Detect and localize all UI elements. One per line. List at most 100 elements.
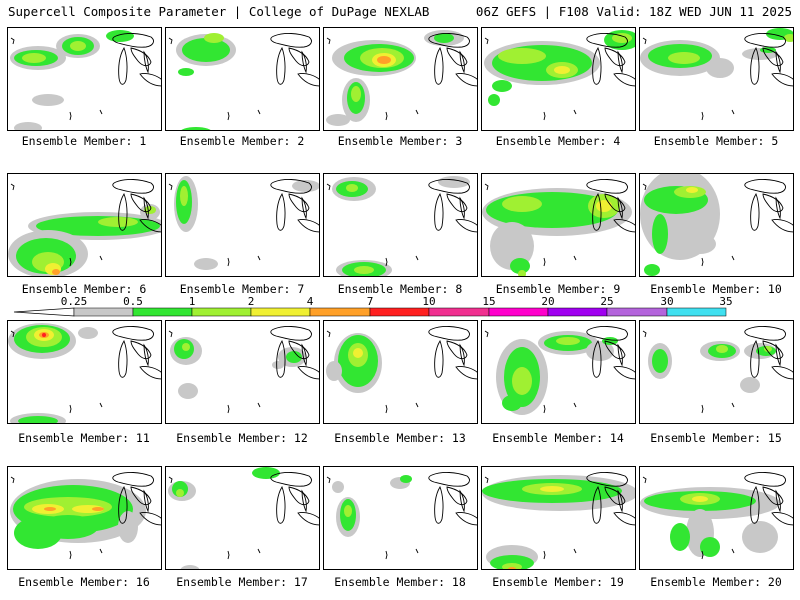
scp-field-map xyxy=(642,326,793,414)
colorbar-tick-label: 0.5 xyxy=(123,295,143,308)
great-lakes-outline xyxy=(139,219,161,233)
lake-outline-small xyxy=(385,111,388,121)
great-lakes-outline xyxy=(428,33,470,48)
lake-outline-small xyxy=(543,111,546,121)
scp-shading xyxy=(78,327,98,339)
great-lakes-outline xyxy=(455,512,477,526)
scp-shading xyxy=(602,337,618,345)
great-lakes-outline xyxy=(586,472,628,487)
lake-outline-small xyxy=(731,109,735,115)
scp-shading xyxy=(596,200,612,212)
great-lakes-outline xyxy=(139,366,161,380)
great-lakes-outline xyxy=(143,50,149,74)
lake-outline-small xyxy=(227,550,230,560)
great-lakes-outline xyxy=(586,33,628,48)
member-label: Ensemble Member: 9 xyxy=(495,282,621,296)
great-lakes-outline xyxy=(301,343,307,367)
great-lakes-outline xyxy=(434,192,444,231)
scp-shading xyxy=(98,217,138,227)
lake-outline-small xyxy=(10,183,15,191)
member-label: Ensemble Member: 19 xyxy=(492,575,624,589)
great-lakes-outline xyxy=(744,472,786,487)
colorbar-segment xyxy=(309,307,371,317)
member-label: Ensemble Member: 1 xyxy=(21,134,147,148)
lake-outline-small xyxy=(385,257,388,267)
lake-outline-small xyxy=(257,109,261,115)
great-lakes-outline xyxy=(775,343,781,367)
scp-shading xyxy=(14,517,62,549)
lake-outline-small xyxy=(573,109,577,115)
scp-field-map xyxy=(640,28,793,121)
scp-shading xyxy=(488,94,500,106)
scp-shading xyxy=(22,53,46,63)
colorbar-tick-label: 30 xyxy=(660,295,674,308)
scp-field-map xyxy=(326,326,477,414)
scp-field-map xyxy=(326,176,477,276)
great-lakes-outline xyxy=(771,73,793,87)
great-lakes-outline xyxy=(744,326,786,341)
lake-outline-small xyxy=(484,37,489,45)
great-lakes-outline xyxy=(301,489,307,513)
member-map-14 xyxy=(481,320,636,424)
lake-outline-small xyxy=(701,257,704,267)
scp-shading xyxy=(292,180,319,192)
scp-shading xyxy=(742,521,778,553)
great-lakes-outline xyxy=(301,50,307,74)
scp-shading xyxy=(684,234,716,254)
scp-shading xyxy=(326,361,342,381)
scp-shading xyxy=(326,114,350,126)
lake-outline-small xyxy=(415,402,419,408)
lake-outline-small xyxy=(69,257,72,267)
scp-shading xyxy=(518,270,526,276)
scp-shading xyxy=(42,333,46,337)
scp-field-map xyxy=(168,176,319,270)
colorbar-segment xyxy=(369,307,430,317)
colorbar-segment xyxy=(547,307,608,317)
lake-outline-small xyxy=(484,183,489,191)
member-map-3 xyxy=(323,27,478,131)
great-lakes-outline xyxy=(617,50,623,74)
scp-shading xyxy=(644,264,660,276)
colorbar-segment xyxy=(666,307,727,317)
lake-outline-small xyxy=(385,404,388,414)
run-valid-time: 06Z GEFS | F108 Valid: 18Z WED JUN 11 20… xyxy=(475,4,792,19)
member-map-2 xyxy=(165,27,320,131)
great-lakes-outline xyxy=(592,46,602,85)
great-lakes-outline xyxy=(771,219,793,233)
great-lakes-outline xyxy=(118,485,128,524)
member-map-4 xyxy=(481,27,636,131)
lake-outline-small xyxy=(701,111,704,121)
great-lakes-outline xyxy=(143,489,149,513)
lake-outline-small xyxy=(642,330,647,338)
scp-shading xyxy=(118,511,138,543)
scp-shading xyxy=(92,507,104,511)
great-lakes-outline xyxy=(613,219,635,233)
great-lakes-outline xyxy=(775,196,781,220)
colorbar-tick-label: 20 xyxy=(541,295,555,308)
scp-field-map xyxy=(10,30,161,130)
great-lakes-outline xyxy=(112,326,154,341)
great-lakes-outline xyxy=(112,33,154,48)
scp-shading xyxy=(18,416,58,423)
great-lakes-outline xyxy=(750,485,760,524)
lake-outline-small xyxy=(257,255,261,261)
lake-outline-small xyxy=(227,404,230,414)
scp-shading xyxy=(353,348,363,358)
great-lakes-outline xyxy=(270,472,312,487)
great-lakes-outline xyxy=(276,46,286,85)
great-lakes-outline xyxy=(118,339,128,378)
lake-outline-small xyxy=(484,330,489,338)
great-lakes-outline xyxy=(301,196,307,220)
great-lakes-outline xyxy=(617,196,623,220)
member-map-11 xyxy=(7,320,162,424)
scp-shading xyxy=(540,486,564,492)
lake-outline-small xyxy=(731,402,735,408)
member-label: Ensemble Member: 14 xyxy=(492,431,624,445)
great-lakes-outline xyxy=(118,46,128,85)
colorbar-tick-label: 7 xyxy=(366,295,374,308)
lake-outline-small xyxy=(10,330,15,338)
member-map-19 xyxy=(481,466,636,570)
great-lakes-outline xyxy=(297,219,319,233)
scp-shading xyxy=(344,505,352,517)
great-lakes-outline xyxy=(750,192,760,231)
